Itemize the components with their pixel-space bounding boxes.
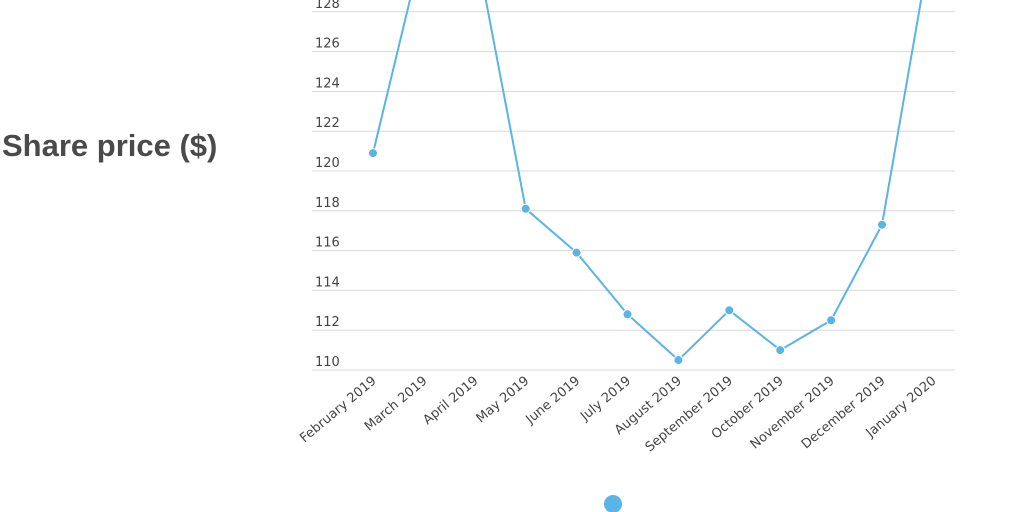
y-axis-title: Share price ($) [2,128,218,163]
x-tick-label: April 2019 [420,374,481,429]
y-tick-label: 126 [315,37,340,52]
y-tick-label: 114 [315,275,340,290]
y-tick-label: 128 [315,0,340,12]
data-point [724,305,735,316]
x-tick-label: May 2019 [474,374,533,427]
x-tick-label: December 2019 [799,374,889,453]
x-tick-label: February 2019 [297,374,379,446]
y-tick-label: 122 [315,116,340,131]
data-point [673,355,684,366]
data-point [775,345,786,356]
data-point [368,148,378,159]
x-tick-label: September 2019 [643,374,736,456]
y-tick-label: 118 [315,196,340,211]
data-point [520,203,531,214]
y-tick-label: 110 [315,355,340,370]
y-tick-label: 124 [315,76,340,91]
plot-area [368,0,923,366]
y-tick-label: 112 [315,315,340,330]
y-axis-ticks: 110 112 114 116 118 120 122 124 126 128 [315,0,340,370]
data-point [826,315,837,326]
data-point [622,309,633,320]
legend [604,495,622,512]
y-tick-label: 116 [315,236,340,251]
data-point [877,219,887,230]
x-tick-label: November 2019 [748,374,838,453]
legend-marker [604,495,622,512]
grid-layer [312,11,955,371]
series-line [372,0,923,362]
data-point [571,247,582,258]
y-tick-label: 120 [315,156,340,171]
x-tick-label: June 2019 [523,374,584,428]
